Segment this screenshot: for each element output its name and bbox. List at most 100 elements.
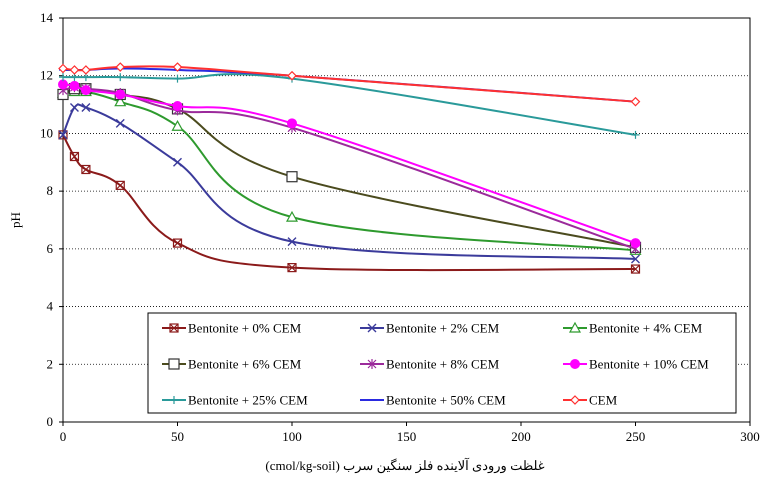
x-tick-label: 0	[60, 429, 67, 444]
legend-label: Bentonite + 0% CEM	[188, 321, 302, 336]
series-marker	[70, 152, 79, 161]
legend-item: Bentonite + 2% CEM	[360, 321, 500, 336]
x-tick-label: 300	[740, 429, 760, 444]
series-marker	[287, 237, 297, 247]
series-marker	[69, 151, 80, 162]
series-marker	[115, 118, 125, 128]
series-2	[58, 102, 640, 264]
y-tick-label: 12	[40, 68, 53, 83]
series-marker	[630, 264, 641, 274]
series-marker	[69, 80, 80, 91]
legend-label: Bentonite + 4% CEM	[589, 321, 703, 336]
legend-item: CEM	[563, 393, 618, 408]
series-marker	[69, 102, 79, 112]
series-marker	[287, 263, 297, 273]
legend-item: Bentonite + 8% CEM	[360, 357, 500, 372]
series-marker	[81, 164, 91, 175]
series-7	[59, 73, 640, 139]
y-tick-label: 8	[47, 183, 54, 198]
series-marker	[367, 359, 377, 369]
series-marker	[286, 171, 298, 183]
series-layer	[56, 62, 642, 274]
series-marker	[58, 63, 68, 74]
y-tick-label: 10	[40, 125, 53, 140]
legend-label: Bentonite + 8% CEM	[386, 357, 500, 372]
series-marker	[58, 79, 68, 90]
series-marker	[172, 238, 183, 248]
series-marker	[631, 130, 640, 139]
y-axis-label: pH	[8, 212, 23, 228]
series-6	[58, 79, 641, 249]
series-line	[62, 89, 636, 252]
legend-item: Bentonite + 6% CEM	[162, 357, 302, 372]
series-marker	[81, 165, 91, 174]
legend-item: Bentonite + 10% CEM	[563, 357, 709, 372]
y-tick-label: 14	[40, 10, 54, 25]
series-3	[56, 85, 642, 255]
series-marker	[58, 130, 68, 140]
legend-label: Bentonite + 6% CEM	[188, 357, 302, 372]
series-line	[62, 65, 636, 103]
x-tick-label: 150	[397, 429, 417, 444]
y-tick-label: 0	[47, 414, 54, 429]
series-marker	[116, 73, 125, 82]
series-9	[58, 62, 641, 107]
y-tick-label: 2	[47, 356, 54, 371]
series-1	[58, 130, 641, 274]
series-marker	[69, 65, 80, 75]
series-marker	[170, 396, 178, 404]
series-marker	[285, 210, 299, 222]
series-line	[63, 73, 636, 136]
series-marker	[114, 95, 127, 107]
legend-item: Bentonite + 25% CEM	[162, 393, 308, 408]
series-marker	[173, 74, 182, 83]
series-marker	[568, 321, 582, 333]
axis-ticks: 0 2 4 6 8 10 12 14 0 50 100 150 200 250 300	[40, 10, 760, 444]
series-marker	[287, 118, 297, 129]
series-marker	[630, 238, 641, 249]
series-marker	[115, 180, 125, 190]
series-marker	[169, 323, 179, 333]
x-axis-label: غلظت ورودی آلاینده فلز سنگین سرب (cmol/k…	[265, 457, 544, 474]
series-marker	[171, 119, 184, 131]
x-tick-label: 200	[511, 429, 531, 444]
series-marker	[287, 263, 297, 273]
series-line	[62, 103, 636, 260]
legend-item: Bentonite + 50% CEM	[360, 393, 506, 408]
series-marker	[115, 62, 126, 72]
legend: Bentonite + 0% CEM Bentonite + 2% CEM Bent…	[147, 312, 737, 414]
x-tick-label: 50	[171, 429, 184, 444]
series-8	[59, 67, 640, 103]
series-marker	[570, 395, 580, 405]
legend-item: Bentonite + 4% CEM	[563, 321, 703, 336]
series-marker	[168, 358, 180, 370]
series-marker	[630, 96, 641, 107]
series-marker	[80, 85, 91, 96]
series-marker	[570, 359, 580, 369]
series-marker	[172, 62, 183, 72]
series-marker	[172, 101, 183, 112]
series-marker	[173, 238, 182, 248]
series-line	[62, 86, 636, 249]
legend-box	[147, 312, 737, 414]
series-marker	[81, 65, 91, 75]
legend-label: CEM	[589, 393, 618, 408]
y-tick-label: 4	[47, 299, 54, 314]
x-tick-label: 100	[282, 429, 302, 444]
series-marker	[59, 73, 67, 82]
series-marker	[367, 323, 377, 333]
series-marker	[81, 102, 91, 112]
legend-label: Bentonite + 50% CEM	[386, 393, 506, 408]
legend-label: Bentonite + 10% CEM	[589, 357, 709, 372]
series-marker	[115, 180, 125, 190]
legend-label: Bentonite + 25% CEM	[188, 393, 308, 408]
series-marker	[173, 157, 182, 167]
series-marker	[631, 254, 640, 264]
legend-label: Bentonite + 2% CEM	[386, 321, 500, 336]
legend-item: Bentonite + 0% CEM	[162, 321, 302, 336]
y-tick-label: 6	[47, 241, 54, 256]
series-marker	[287, 70, 297, 81]
x-tick-label: 250	[626, 429, 646, 444]
series-marker	[169, 323, 179, 333]
